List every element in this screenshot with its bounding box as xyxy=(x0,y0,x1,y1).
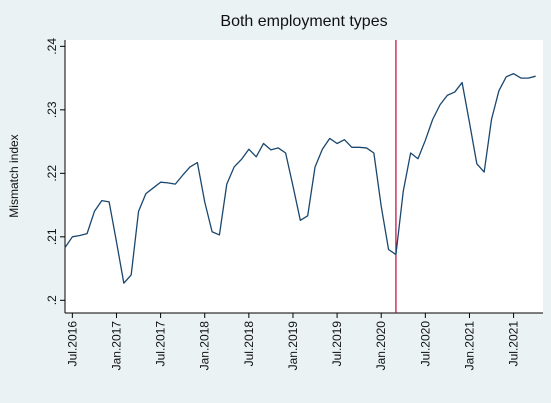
x-tick-label: Jan.2019 xyxy=(286,321,300,371)
x-tick-label: Jan.2018 xyxy=(198,321,212,371)
x-tick-label: Jan.2021 xyxy=(462,321,476,371)
chart-title: Both employment types xyxy=(220,13,387,30)
y-tick-label: .2 xyxy=(45,295,59,305)
y-tick-label: .24 xyxy=(45,38,59,55)
data-line xyxy=(64,73,536,284)
x-tick-label: Jul.2021 xyxy=(507,321,521,367)
y-axis-label: Mismatch index xyxy=(7,134,21,217)
y-tick-label: .23 xyxy=(45,101,59,118)
x-tick-label: Jul.2020 xyxy=(418,321,432,367)
x-tick-label: Jul.2017 xyxy=(154,321,168,367)
y-tick-label: .21 xyxy=(45,228,59,245)
plot-area xyxy=(65,40,543,313)
x-tick-label: Jan.2017 xyxy=(109,321,123,371)
x-tick-label: Jul.2019 xyxy=(330,321,344,367)
x-tick-label: Jul.2016 xyxy=(65,321,79,367)
x-tick-label: Jan.2020 xyxy=(374,321,388,371)
y-tick-label: .22 xyxy=(45,165,59,182)
x-tick-label: Jul.2018 xyxy=(242,321,256,367)
